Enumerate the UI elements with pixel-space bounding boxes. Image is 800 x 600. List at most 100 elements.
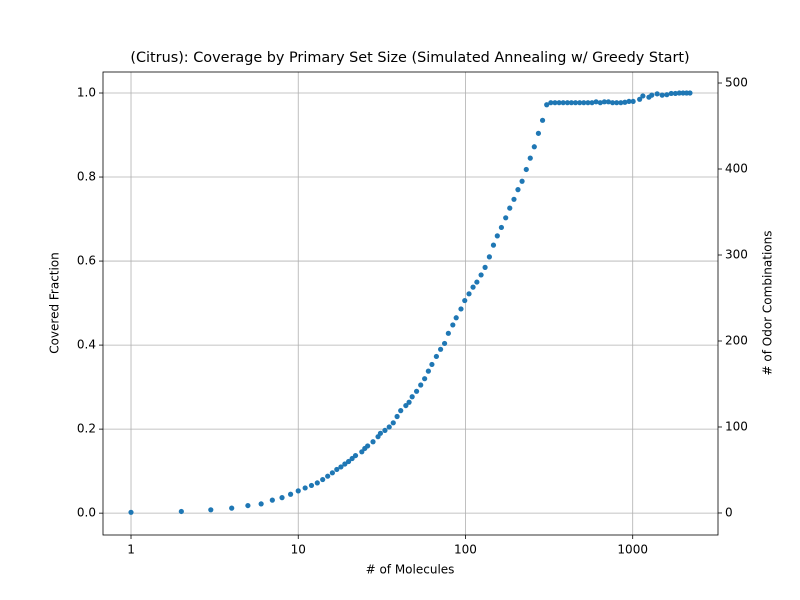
point <box>394 413 400 420</box>
point <box>552 100 558 106</box>
point <box>302 485 308 491</box>
point <box>470 284 476 290</box>
point <box>462 297 468 304</box>
point <box>622 99 628 105</box>
y2-axis-label: # of Odor Combinations <box>761 231 775 376</box>
point <box>418 382 424 388</box>
point <box>687 90 693 96</box>
point <box>390 420 396 426</box>
point <box>229 505 235 511</box>
point <box>320 476 326 483</box>
point <box>585 100 591 106</box>
point <box>466 291 472 297</box>
point <box>287 491 294 497</box>
x-axis-label: # of Molecules <box>366 563 455 577</box>
point <box>614 100 620 106</box>
point <box>370 439 376 445</box>
point <box>593 99 599 105</box>
y-tick-label: 1.0 <box>77 86 96 100</box>
point <box>659 92 665 98</box>
point <box>406 399 412 405</box>
y-axis-label: Covered Fraction <box>48 252 62 354</box>
point <box>441 340 448 347</box>
y2-tick-label: 100 <box>725 419 748 433</box>
point <box>258 501 264 507</box>
point <box>425 368 431 374</box>
point <box>637 96 643 102</box>
point <box>605 99 612 105</box>
point <box>458 306 464 312</box>
point <box>450 322 456 328</box>
point <box>564 100 571 106</box>
point <box>128 509 134 515</box>
point <box>409 394 415 400</box>
point <box>654 91 660 97</box>
point <box>178 508 184 515</box>
point <box>478 272 484 278</box>
point <box>208 507 214 513</box>
point <box>597 100 603 106</box>
point <box>308 482 315 489</box>
point <box>413 388 420 394</box>
point <box>269 497 275 503</box>
point <box>429 361 435 368</box>
point <box>349 455 355 462</box>
point <box>544 102 550 108</box>
point <box>630 98 636 105</box>
y-tick-label: 0.4 <box>77 338 96 352</box>
point <box>352 452 359 459</box>
y2-tick-label: 300 <box>725 247 748 261</box>
point <box>531 144 537 150</box>
y2-tick-label: 400 <box>725 162 748 176</box>
point <box>398 408 404 414</box>
point <box>527 155 533 161</box>
point <box>490 242 497 248</box>
point <box>245 502 251 509</box>
y-tick-label: 0.0 <box>77 506 96 520</box>
point <box>433 353 439 360</box>
point <box>601 99 607 105</box>
x-tick-label: 1 <box>127 543 135 557</box>
point <box>329 470 335 476</box>
point <box>618 100 624 106</box>
point <box>539 117 546 123</box>
y-tick-label: 0.6 <box>77 254 96 268</box>
point <box>279 495 285 501</box>
point <box>507 205 513 211</box>
point <box>515 187 521 193</box>
point <box>453 315 459 321</box>
point <box>572 100 579 106</box>
x-tick-label: 100 <box>454 543 477 557</box>
point <box>365 443 371 449</box>
point <box>676 90 682 96</box>
point <box>486 254 492 260</box>
point <box>382 427 388 433</box>
chart-title: (Citrus): Coverage by Primary Set Size (… <box>130 50 689 66</box>
point <box>314 480 320 486</box>
plot-frame <box>102 71 719 536</box>
point <box>664 92 670 98</box>
point <box>334 466 340 473</box>
point <box>535 130 542 136</box>
point <box>519 178 525 184</box>
point <box>342 461 348 467</box>
point <box>523 166 529 173</box>
point <box>403 402 409 409</box>
point <box>295 488 301 494</box>
point <box>359 449 365 455</box>
point <box>672 90 678 97</box>
x-tick-label: 10 <box>291 543 306 557</box>
point <box>581 100 587 106</box>
point <box>560 100 566 106</box>
y-tick-label: 0.2 <box>77 422 96 436</box>
point <box>422 376 428 382</box>
point <box>511 196 517 202</box>
point <box>548 100 554 106</box>
point <box>503 215 509 221</box>
point <box>556 100 562 106</box>
point <box>577 100 583 106</box>
y2-tick-label: 500 <box>725 76 748 90</box>
y2-tick-label: 200 <box>725 333 748 347</box>
point <box>438 346 444 352</box>
